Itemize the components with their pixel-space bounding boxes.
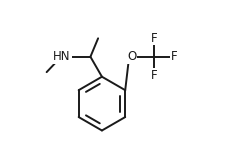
- Text: F: F: [150, 32, 157, 45]
- Text: F: F: [150, 69, 157, 82]
- Text: O: O: [127, 50, 136, 63]
- Text: HN: HN: [53, 50, 71, 63]
- Text: F: F: [170, 50, 177, 63]
